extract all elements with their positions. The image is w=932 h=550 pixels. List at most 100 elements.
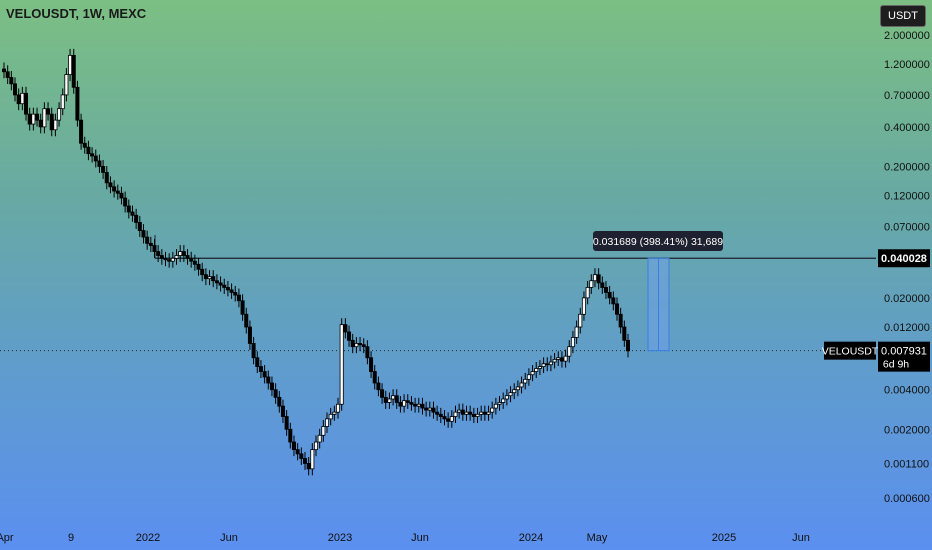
- candle-body: [519, 382, 524, 388]
- candle-body: [453, 411, 458, 417]
- candle-body: [174, 255, 179, 259]
- candle-body: [515, 386, 520, 391]
- candle-body: [402, 400, 407, 407]
- candle-body: [596, 274, 601, 284]
- candle-body: [104, 172, 109, 184]
- candle-body: [82, 142, 87, 148]
- candle-body: [339, 324, 344, 405]
- candle-body: [266, 376, 271, 384]
- candle-body: [196, 263, 201, 270]
- candle-body: [365, 346, 370, 359]
- symbol-tag-text: VELOUSDT: [822, 346, 879, 358]
- candle-body: [376, 382, 381, 391]
- candle-body: [185, 255, 190, 259]
- candle-body: [567, 346, 572, 357]
- candle-body: [424, 407, 429, 411]
- candle-body: [269, 382, 274, 391]
- candle-body: [361, 344, 366, 348]
- candle-body: [622, 326, 627, 341]
- candle-body: [152, 245, 157, 252]
- currency-button[interactable]: USDT: [880, 5, 926, 27]
- candle-body: [343, 324, 348, 333]
- candle-body: [332, 411, 337, 415]
- candle-body: [251, 343, 256, 359]
- candle-body: [442, 416, 447, 420]
- candle-body: [449, 416, 454, 422]
- y-tick-label: 0.000600: [884, 493, 930, 505]
- candle-body: [68, 54, 73, 75]
- candle-body: [394, 395, 399, 403]
- current-price-text: 0.007931: [881, 346, 927, 358]
- x-tick-label: Jun: [220, 532, 238, 544]
- candle-body: [537, 366, 542, 369]
- x-tick-label: 2024: [519, 532, 543, 544]
- candle-body: [119, 192, 124, 199]
- candle-body: [413, 403, 418, 407]
- candle-body: [16, 94, 21, 105]
- candle-body: [229, 289, 234, 293]
- candle-body: [126, 205, 131, 213]
- candle-body: [60, 94, 65, 110]
- candle-body: [457, 409, 462, 413]
- candle-body: [75, 86, 80, 121]
- x-tick-label: 2023: [328, 532, 352, 544]
- candle-body: [347, 331, 352, 341]
- candle-body: [497, 402, 502, 405]
- candle-body: [545, 363, 550, 366]
- candle-body: [552, 359, 557, 363]
- candle-body: [13, 83, 18, 96]
- candle-body: [581, 297, 586, 315]
- candle-body: [9, 77, 14, 85]
- candle-body: [218, 282, 223, 286]
- candle-body: [167, 259, 172, 262]
- candle-body: [321, 426, 326, 436]
- candle-body: [460, 409, 465, 415]
- candle-body: [313, 441, 318, 451]
- candle-body: [64, 74, 69, 96]
- candle-body: [486, 411, 491, 415]
- candle-body: [471, 413, 476, 417]
- candle-body: [240, 300, 245, 315]
- candle-body: [86, 146, 91, 155]
- candle-body: [141, 230, 146, 238]
- y-tick-label: 0.001100: [884, 458, 929, 470]
- countdown-text: 6d 9h: [883, 359, 909, 371]
- candle-body: [578, 313, 583, 328]
- candle-body: [600, 282, 605, 288]
- y-tick-label: 0.070000: [884, 221, 930, 233]
- candle-body: [482, 411, 487, 415]
- candle-body: [350, 339, 355, 348]
- candle-body: [563, 355, 568, 362]
- y-tick-label: 0.200000: [884, 161, 930, 173]
- candle-body: [479, 411, 484, 415]
- candle-body: [420, 403, 425, 409]
- candle-body: [387, 398, 392, 403]
- candle-body: [115, 190, 120, 194]
- candle-body: [526, 374, 531, 380]
- candle-body: [530, 371, 535, 376]
- candle-body: [214, 280, 219, 284]
- candle-body: [508, 392, 513, 397]
- x-tick-label: Apr: [0, 532, 14, 544]
- candle-body: [79, 119, 84, 144]
- candle-body: [468, 411, 473, 415]
- candle-body: [354, 343, 359, 348]
- y-tick-label: 0.700000: [884, 90, 930, 102]
- candle-body: [380, 389, 385, 398]
- candle-body: [156, 251, 161, 256]
- candle-body: [493, 403, 498, 409]
- y-tick-label: 0.002000: [884, 424, 930, 436]
- candle-body: [559, 357, 564, 362]
- candle-body: [328, 413, 333, 420]
- y-tick-label: 1.200000: [884, 59, 930, 71]
- candle-body: [570, 337, 575, 348]
- x-tick-label: 2022: [136, 532, 160, 544]
- candle-body: [97, 160, 102, 167]
- candle-body: [101, 166, 106, 173]
- candle-body: [134, 214, 139, 223]
- candle-body: [603, 287, 608, 293]
- candle-body: [181, 251, 186, 256]
- candle-body: [288, 428, 293, 443]
